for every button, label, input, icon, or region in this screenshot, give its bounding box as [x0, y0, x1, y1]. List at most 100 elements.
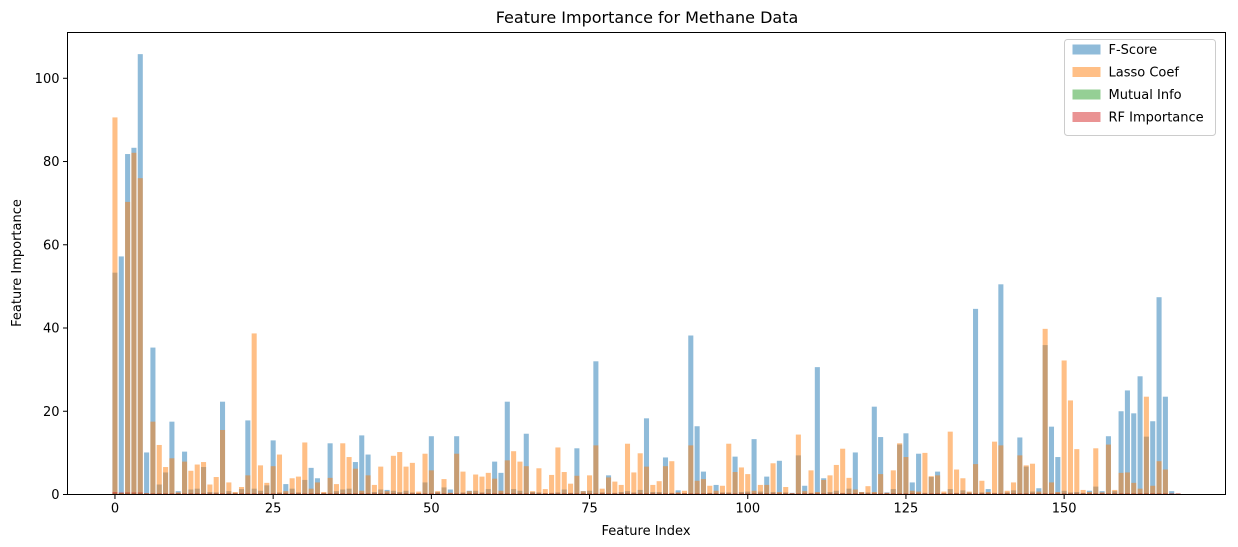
bar	[966, 491, 972, 495]
bar	[1086, 493, 1092, 495]
bar	[498, 493, 504, 495]
bar	[587, 493, 593, 495]
bar	[871, 493, 877, 495]
bar	[802, 491, 808, 495]
bar	[251, 333, 257, 495]
bar	[694, 480, 700, 495]
bar	[599, 493, 605, 495]
bar	[979, 493, 985, 495]
bar	[264, 482, 270, 495]
bar	[764, 493, 770, 495]
bar	[163, 467, 169, 495]
bar	[631, 493, 637, 495]
bar	[719, 485, 725, 495]
bar	[194, 493, 200, 495]
bar	[1074, 449, 1080, 495]
bar	[479, 493, 485, 495]
bar	[220, 493, 226, 495]
bar	[207, 484, 213, 495]
bar	[1118, 472, 1124, 495]
y-tick-label: 40	[43, 322, 60, 337]
bar	[213, 477, 219, 495]
bar	[441, 479, 447, 495]
bar	[302, 442, 308, 495]
bar	[1004, 493, 1010, 495]
bar	[188, 470, 194, 495]
bar	[897, 493, 903, 495]
bar	[808, 470, 814, 495]
bar	[1074, 493, 1080, 495]
bar	[131, 152, 137, 495]
bar	[916, 491, 922, 495]
bar	[245, 493, 251, 495]
bar	[530, 493, 536, 495]
bar	[846, 493, 852, 495]
bar	[283, 493, 289, 495]
bar	[201, 493, 207, 495]
bar	[568, 483, 574, 495]
bar	[966, 493, 972, 495]
bar	[314, 482, 320, 495]
bar	[1055, 457, 1061, 495]
bar	[878, 437, 884, 495]
bar	[473, 493, 479, 495]
bar	[688, 445, 694, 495]
bar	[751, 493, 757, 495]
bar	[245, 475, 251, 495]
bar	[757, 493, 763, 495]
bar	[764, 484, 770, 495]
bar	[511, 451, 517, 495]
bar	[624, 493, 631, 495]
bar	[188, 493, 194, 495]
x-tick-label: 50	[423, 502, 440, 517]
bar	[637, 453, 643, 495]
bar	[517, 493, 523, 495]
bar	[738, 467, 744, 495]
bar	[656, 493, 662, 495]
bar	[808, 493, 814, 495]
bar	[150, 493, 156, 495]
bar	[549, 474, 555, 495]
bar	[935, 493, 941, 495]
bar	[916, 493, 922, 495]
bar	[340, 443, 346, 495]
bar	[542, 493, 548, 495]
bar	[163, 493, 169, 495]
bar	[1067, 493, 1073, 495]
bar	[359, 435, 365, 495]
bar	[643, 466, 650, 495]
bars-layer	[112, 54, 1181, 495]
bar	[1118, 493, 1124, 495]
bar	[314, 493, 320, 495]
bar	[973, 493, 979, 495]
bar	[979, 480, 985, 495]
bar	[1150, 421, 1156, 495]
bar	[276, 493, 283, 495]
bar	[1061, 360, 1067, 495]
bar	[327, 477, 333, 495]
bar	[1042, 493, 1048, 495]
bar	[802, 493, 808, 495]
bar	[1036, 491, 1042, 495]
bar	[403, 493, 409, 495]
bar	[169, 493, 175, 495]
bar	[460, 493, 466, 495]
bar	[713, 484, 719, 495]
bar	[295, 476, 301, 495]
bar	[707, 493, 713, 495]
bar	[213, 493, 219, 495]
bar	[416, 491, 422, 495]
bar	[941, 491, 947, 495]
bar	[352, 468, 358, 495]
bar	[1162, 396, 1168, 495]
legend-label: F-Score	[1109, 43, 1158, 58]
bar	[346, 457, 352, 495]
bar	[643, 493, 650, 495]
bar	[821, 493, 827, 495]
bar	[289, 478, 295, 495]
bar	[295, 493, 301, 495]
bar	[1137, 493, 1143, 495]
bar	[397, 452, 403, 495]
bar	[251, 493, 257, 495]
bar	[333, 484, 339, 495]
